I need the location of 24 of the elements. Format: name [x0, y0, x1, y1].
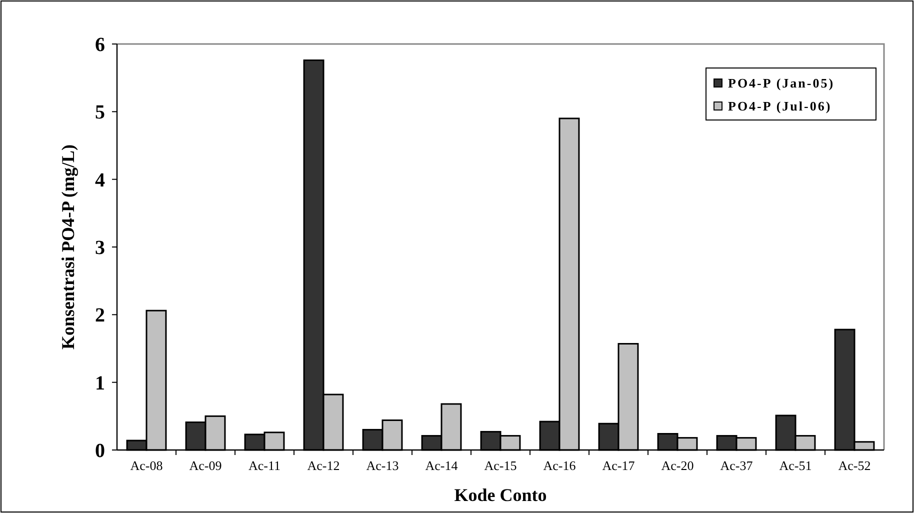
y-tick-label: 4 [95, 169, 105, 192]
y-tick-label: 2 [95, 304, 105, 327]
x-tick-label: Ac-08 [130, 458, 163, 473]
x-tick-label: Ac-20 [661, 458, 694, 473]
x-tick-label: Ac-11 [248, 458, 281, 473]
x-tick-label: Ac-17 [602, 458, 636, 473]
x-tick-label: Ac-13 [366, 458, 399, 473]
legend-label: PO4-P (Jul-06) [728, 98, 832, 114]
x-tick-label: Ac-09 [189, 458, 222, 473]
x-tick-label: Ac-12 [307, 458, 340, 473]
y-tick-label: 6 [95, 34, 105, 56]
x-tick-label: Ac-15 [484, 458, 517, 473]
y-tick-label: 0 [95, 440, 105, 462]
x-axis-title: Kode Conto [454, 485, 547, 505]
y-axis-title: Konsentrasi PO4-P (mg/L) [58, 144, 78, 350]
x-tick-label: Ac-16 [543, 458, 576, 473]
x-tick-label: Ac-14 [425, 458, 458, 473]
x-tick-label: Ac-51 [779, 458, 812, 473]
y-tick-label: 5 [95, 102, 105, 124]
x-tick-label: Ac-52 [838, 458, 871, 473]
y-tick-label: 3 [95, 237, 105, 259]
x-tick-label: Ac-37 [720, 458, 754, 473]
legend-label: PO4-P (Jan-05) [728, 76, 835, 91]
y-tick-label: 1 [95, 372, 105, 394]
